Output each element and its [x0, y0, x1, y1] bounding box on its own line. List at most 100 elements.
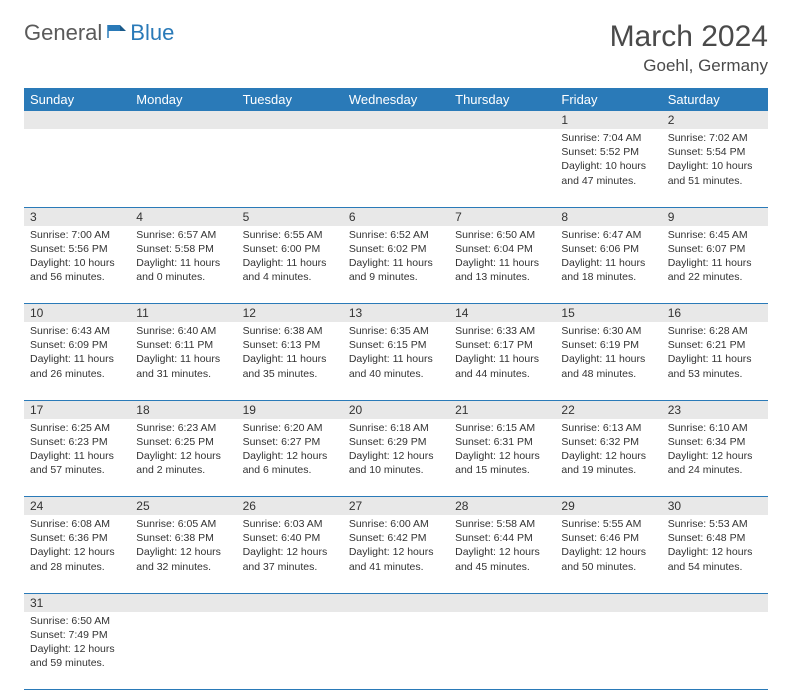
day-cell: Sunrise: 6:00 AMSunset: 6:42 PMDaylight:…: [343, 515, 449, 593]
day-content: Sunrise: 6:13 AMSunset: 6:32 PMDaylight:…: [555, 419, 661, 482]
day-cell: Sunrise: 5:53 AMSunset: 6:48 PMDaylight:…: [662, 515, 768, 593]
week-row: Sunrise: 6:25 AMSunset: 6:23 PMDaylight:…: [24, 419, 768, 497]
day-content: Sunrise: 6:18 AMSunset: 6:29 PMDaylight:…: [343, 419, 449, 482]
sunrise: Sunrise: 6:45 AM: [668, 228, 762, 242]
logo-text-general: General: [24, 20, 102, 46]
day-content: Sunrise: 6:47 AMSunset: 6:06 PMDaylight:…: [555, 226, 661, 289]
day-number-row: 24252627282930: [24, 497, 768, 516]
daylight-l1: Daylight: 12 hours: [30, 642, 124, 656]
day-number: 18: [130, 400, 236, 419]
day-content: Sunrise: 6:33 AMSunset: 6:17 PMDaylight:…: [449, 322, 555, 385]
day-number: 25: [130, 497, 236, 516]
day-cell: [449, 612, 555, 690]
daylight-l1: Daylight: 10 hours: [668, 159, 762, 173]
day-content: Sunrise: 6:30 AMSunset: 6:19 PMDaylight:…: [555, 322, 661, 385]
daylight-l1: Daylight: 11 hours: [243, 256, 337, 270]
day-number: [555, 593, 661, 612]
sunrise: Sunrise: 5:55 AM: [561, 517, 655, 531]
day-number: 6: [343, 207, 449, 226]
day-content: Sunrise: 5:53 AMSunset: 6:48 PMDaylight:…: [662, 515, 768, 578]
daylight-l2: and 0 minutes.: [136, 270, 230, 284]
daylight-l1: Daylight: 11 hours: [136, 352, 230, 366]
sunset: Sunset: 6:21 PM: [668, 338, 762, 352]
day-number-row: 3456789: [24, 207, 768, 226]
day-cell: [343, 129, 449, 207]
day-cell: [343, 612, 449, 690]
day-content: Sunrise: 6:03 AMSunset: 6:40 PMDaylight:…: [237, 515, 343, 578]
day-cell: Sunrise: 6:30 AMSunset: 6:19 PMDaylight:…: [555, 322, 661, 400]
day-content: Sunrise: 5:58 AMSunset: 6:44 PMDaylight:…: [449, 515, 555, 578]
day-cell: Sunrise: 5:58 AMSunset: 6:44 PMDaylight:…: [449, 515, 555, 593]
day-number-row: 17181920212223: [24, 400, 768, 419]
day-content: Sunrise: 6:05 AMSunset: 6:38 PMDaylight:…: [130, 515, 236, 578]
day-cell: Sunrise: 6:43 AMSunset: 6:09 PMDaylight:…: [24, 322, 130, 400]
daylight-l1: Daylight: 12 hours: [561, 449, 655, 463]
daylight-l1: Daylight: 11 hours: [561, 352, 655, 366]
day-number: 14: [449, 304, 555, 323]
day-number: 1: [555, 111, 661, 129]
day-cell: [24, 129, 130, 207]
day-cell: Sunrise: 6:52 AMSunset: 6:02 PMDaylight:…: [343, 226, 449, 304]
sunset: Sunset: 6:09 PM: [30, 338, 124, 352]
sunset: Sunset: 6:36 PM: [30, 531, 124, 545]
sunset: Sunset: 6:11 PM: [136, 338, 230, 352]
daylight-l1: Daylight: 12 hours: [668, 545, 762, 559]
sunset: Sunset: 6:15 PM: [349, 338, 443, 352]
daylight-l1: Daylight: 12 hours: [349, 449, 443, 463]
sunset: Sunset: 6:13 PM: [243, 338, 337, 352]
location: Goehl, Germany: [610, 56, 768, 76]
sunset: Sunset: 6:27 PM: [243, 435, 337, 449]
sunrise: Sunrise: 6:25 AM: [30, 421, 124, 435]
sunset: Sunset: 6:17 PM: [455, 338, 549, 352]
sunrise: Sunrise: 6:50 AM: [455, 228, 549, 242]
day-number: 12: [237, 304, 343, 323]
daylight-l1: Daylight: 12 hours: [455, 449, 549, 463]
logo-text-blue: Blue: [130, 20, 174, 46]
daylight-l1: Daylight: 11 hours: [455, 352, 549, 366]
sunrise: Sunrise: 6:15 AM: [455, 421, 549, 435]
day-cell: [130, 129, 236, 207]
week-row: Sunrise: 6:50 AMSunset: 7:49 PMDaylight:…: [24, 612, 768, 690]
sunset: Sunset: 6:07 PM: [668, 242, 762, 256]
daylight-l2: and 41 minutes.: [349, 560, 443, 574]
day-number: 10: [24, 304, 130, 323]
sunset: Sunset: 6:00 PM: [243, 242, 337, 256]
day-content: Sunrise: 6:20 AMSunset: 6:27 PMDaylight:…: [237, 419, 343, 482]
sunset: Sunset: 6:23 PM: [30, 435, 124, 449]
day-number: [24, 111, 130, 129]
day-number: 28: [449, 497, 555, 516]
sunset: Sunset: 6:34 PM: [668, 435, 762, 449]
day-number: 31: [24, 593, 130, 612]
daylight-l2: and 44 minutes.: [455, 367, 549, 381]
sunrise: Sunrise: 6:08 AM: [30, 517, 124, 531]
daylight-l2: and 32 minutes.: [136, 560, 230, 574]
daylight-l2: and 6 minutes.: [243, 463, 337, 477]
day-number-row: 10111213141516: [24, 304, 768, 323]
day-number: [343, 111, 449, 129]
sunrise: Sunrise: 6:18 AM: [349, 421, 443, 435]
sunrise: Sunrise: 6:43 AM: [30, 324, 124, 338]
daylight-l2: and 47 minutes.: [561, 174, 655, 188]
day-content: Sunrise: 6:08 AMSunset: 6:36 PMDaylight:…: [24, 515, 130, 578]
day-cell: Sunrise: 6:50 AMSunset: 7:49 PMDaylight:…: [24, 612, 130, 690]
day-number: 5: [237, 207, 343, 226]
day-number: 30: [662, 497, 768, 516]
day-number: 4: [130, 207, 236, 226]
sunset: Sunset: 6:02 PM: [349, 242, 443, 256]
day-cell: Sunrise: 6:20 AMSunset: 6:27 PMDaylight:…: [237, 419, 343, 497]
daylight-l2: and 31 minutes.: [136, 367, 230, 381]
day-content: Sunrise: 6:50 AMSunset: 6:04 PMDaylight:…: [449, 226, 555, 289]
day-cell: Sunrise: 5:55 AMSunset: 6:46 PMDaylight:…: [555, 515, 661, 593]
day-number: 19: [237, 400, 343, 419]
day-content: Sunrise: 6:43 AMSunset: 6:09 PMDaylight:…: [24, 322, 130, 385]
day-content: Sunrise: 7:02 AMSunset: 5:54 PMDaylight:…: [662, 129, 768, 192]
day-header: Friday: [555, 88, 661, 111]
daylight-l1: Daylight: 11 hours: [30, 449, 124, 463]
daylight-l1: Daylight: 12 hours: [668, 449, 762, 463]
day-content: Sunrise: 6:28 AMSunset: 6:21 PMDaylight:…: [662, 322, 768, 385]
header: General Blue March 2024 Goehl, Germany: [24, 20, 768, 76]
sunrise: Sunrise: 6:38 AM: [243, 324, 337, 338]
daylight-l2: and 15 minutes.: [455, 463, 549, 477]
day-cell: Sunrise: 6:08 AMSunset: 6:36 PMDaylight:…: [24, 515, 130, 593]
day-number-row: 31: [24, 593, 768, 612]
